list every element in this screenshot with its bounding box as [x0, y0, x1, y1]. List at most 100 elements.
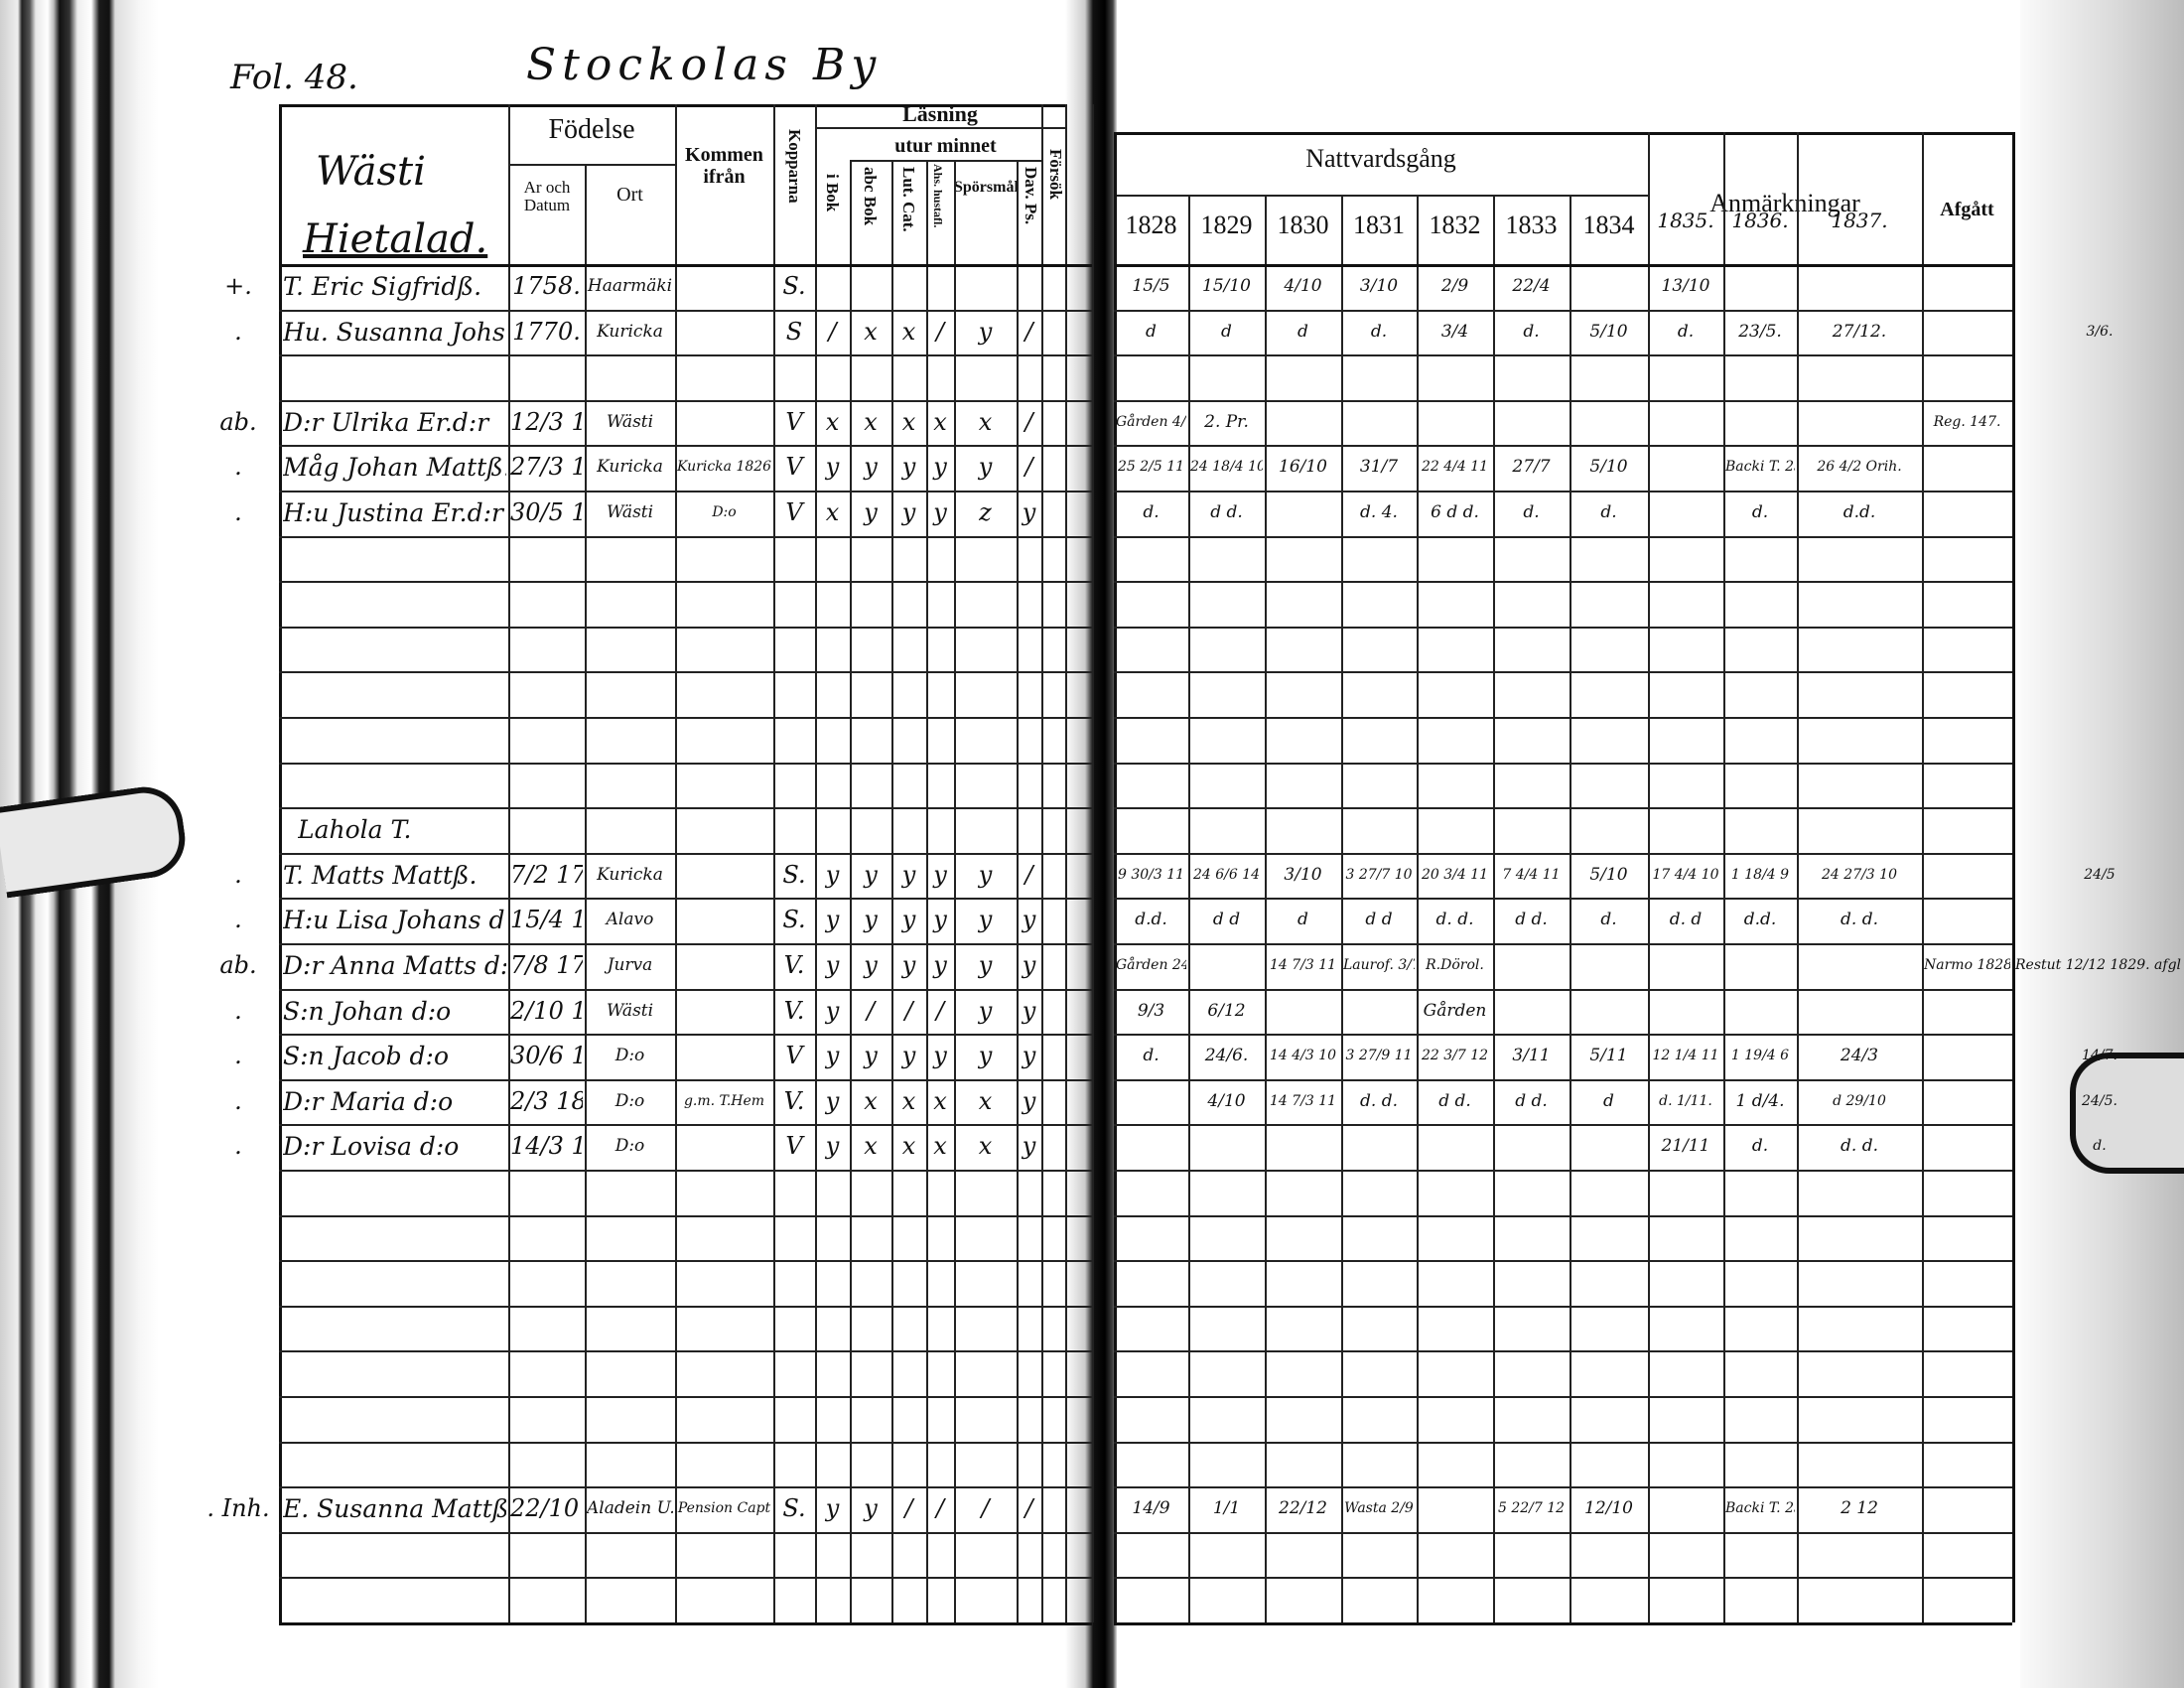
column-rule: [926, 160, 928, 1622]
row-margin-mark: . Inh.: [206, 1494, 270, 1523]
column-rule: [2012, 132, 2015, 1622]
communion-entry: 3 27/9 11: [1345, 1048, 1413, 1064]
birth-place: Alavo: [606, 910, 654, 930]
reading-mark: y: [864, 453, 878, 482]
communion-entry: Backi T. 23/5: [1725, 1500, 1795, 1517]
departure-entry: Reg. 147.: [1933, 413, 2001, 430]
right-margin-note: d.: [2093, 1138, 2107, 1155]
row-rule: [279, 535, 1092, 538]
reading-mark: y: [864, 498, 878, 526]
communion-entry: d.: [1143, 1046, 1160, 1066]
person-name: S:n Jacob d:o: [283, 1042, 450, 1071]
header-fodelse: Födelse: [548, 114, 635, 145]
reading-mark: x: [978, 407, 993, 436]
row-rule: [1114, 717, 2012, 719]
person-name: D:r Maria d:o: [283, 1086, 454, 1116]
header-sporsmal: Spörsmål: [954, 179, 1019, 196]
right-margin-note: Restut 12/12 1829. afgl p. 122: [2015, 957, 2184, 973]
year-header: 1830: [1277, 211, 1329, 239]
reading-mark: y: [825, 996, 840, 1025]
row-rule: [279, 807, 1092, 810]
came-from: D:o: [712, 504, 737, 520]
column-rule: [1648, 132, 1650, 1622]
communion-entry: d.: [1751, 1136, 1769, 1157]
person-name: T. Eric Sigfridß.: [283, 272, 482, 301]
column-rule: [1922, 132, 1924, 1622]
communion-entry: 4/10: [1284, 276, 1322, 296]
column-rule: [1723, 132, 1725, 1622]
communion-entry: d.: [1523, 321, 1540, 342]
came-from: g.m. T.Hem: [683, 1092, 765, 1109]
birth-place: Jurva: [607, 955, 653, 975]
row-rule: [279, 1350, 1092, 1353]
communion-entry: d: [1297, 321, 1308, 342]
birth-place: Wästi: [606, 502, 654, 522]
row-rule: [279, 354, 1092, 357]
communion-entry: Backi T. 23/5: [1725, 459, 1795, 476]
row-rule: [1114, 1577, 2012, 1580]
row-rule: [279, 626, 1092, 629]
communion-entry: 1 d/4.: [1735, 1090, 1785, 1111]
row-rule: [1114, 1260, 2012, 1263]
row-margin-mark: .: [234, 498, 242, 526]
communion-entry: 13/10: [1661, 276, 1710, 296]
row-rule: [1114, 898, 2012, 901]
person-name: D:r Anna Matts d:r: [283, 951, 506, 980]
communion-entry: d.: [1600, 502, 1617, 522]
reading-mark: y: [1022, 498, 1036, 526]
birth-place: Kuricka: [597, 864, 663, 885]
folio-number: Fol. 48.: [230, 58, 358, 97]
reading-mark: /: [981, 1494, 990, 1523]
reading-mark: x: [901, 407, 916, 436]
row-margin-mark: .: [234, 1086, 242, 1115]
header-kommen-ifran: Kommen ifrån: [685, 144, 763, 188]
communion-entry: 1/1: [1212, 1498, 1241, 1519]
birth-date: 27/3 1801.: [510, 453, 583, 482]
row-rule: [1114, 535, 2012, 538]
column-rule: [1041, 104, 1043, 1622]
person-name: H:u Lisa Johans d:r: [283, 906, 506, 935]
communion-entry: Gården: [1423, 1000, 1487, 1021]
kopparna-mark: V: [785, 453, 803, 482]
communion-entry: 16/10: [1279, 457, 1327, 478]
column-rule: [1265, 195, 1267, 1622]
person-name: T. Matts Mattß.: [283, 860, 478, 890]
reading-mark: /: [1024, 407, 1033, 436]
communion-entry: 22 3/7 12: [1421, 1048, 1489, 1064]
year-header: 1834: [1582, 211, 1635, 239]
header-ahs-hustafl: Ahs. hustafl.: [931, 164, 945, 228]
row-rule: [1114, 1531, 2012, 1534]
reading-mark: x: [864, 1132, 878, 1161]
communion-entry: 14 7/3 11: [1269, 1092, 1337, 1109]
column-rule: [1797, 132, 1799, 1622]
row-margin-mark: +.: [224, 272, 252, 300]
row-rule: [279, 1622, 1092, 1625]
communion-entry: Wasta 2/9: [1344, 1500, 1414, 1517]
birth-date: 7/8 1799: [510, 951, 583, 979]
birth-date: 1770.: [512, 317, 581, 346]
person-name: H:u Justina Er.d:r: [283, 498, 503, 527]
column-rule: [891, 160, 893, 1622]
row-margin-mark: .: [234, 1042, 242, 1070]
kopparna-mark: V.: [783, 996, 805, 1025]
birth-place: D:o: [614, 1136, 645, 1157]
birth-place: Wästi: [606, 411, 654, 432]
person-name: D:r Lovisa d:o: [283, 1132, 460, 1162]
communion-entry: 6 d d.: [1431, 502, 1479, 522]
row-rule: [1114, 1305, 2012, 1308]
communion-entry: d 29/10: [1833, 1092, 1886, 1109]
communion-entry: d.: [1523, 502, 1540, 522]
communion-entry: 27/12.: [1832, 321, 1887, 342]
row-rule: [1114, 1124, 2012, 1127]
column-rule: [850, 160, 852, 1622]
reading-mark: x: [901, 1086, 916, 1115]
row-rule: [279, 445, 1092, 448]
kopparna-mark: V.: [783, 951, 805, 979]
reading-mark: y: [864, 951, 878, 979]
reading-mark: y: [933, 906, 947, 934]
reading-mark: /: [1024, 317, 1033, 346]
birth-place: D:o: [614, 1046, 645, 1066]
communion-entry: d: [1603, 1090, 1614, 1111]
communion-entry: 22/4: [1512, 276, 1551, 296]
year-header: 1828: [1125, 211, 1177, 239]
